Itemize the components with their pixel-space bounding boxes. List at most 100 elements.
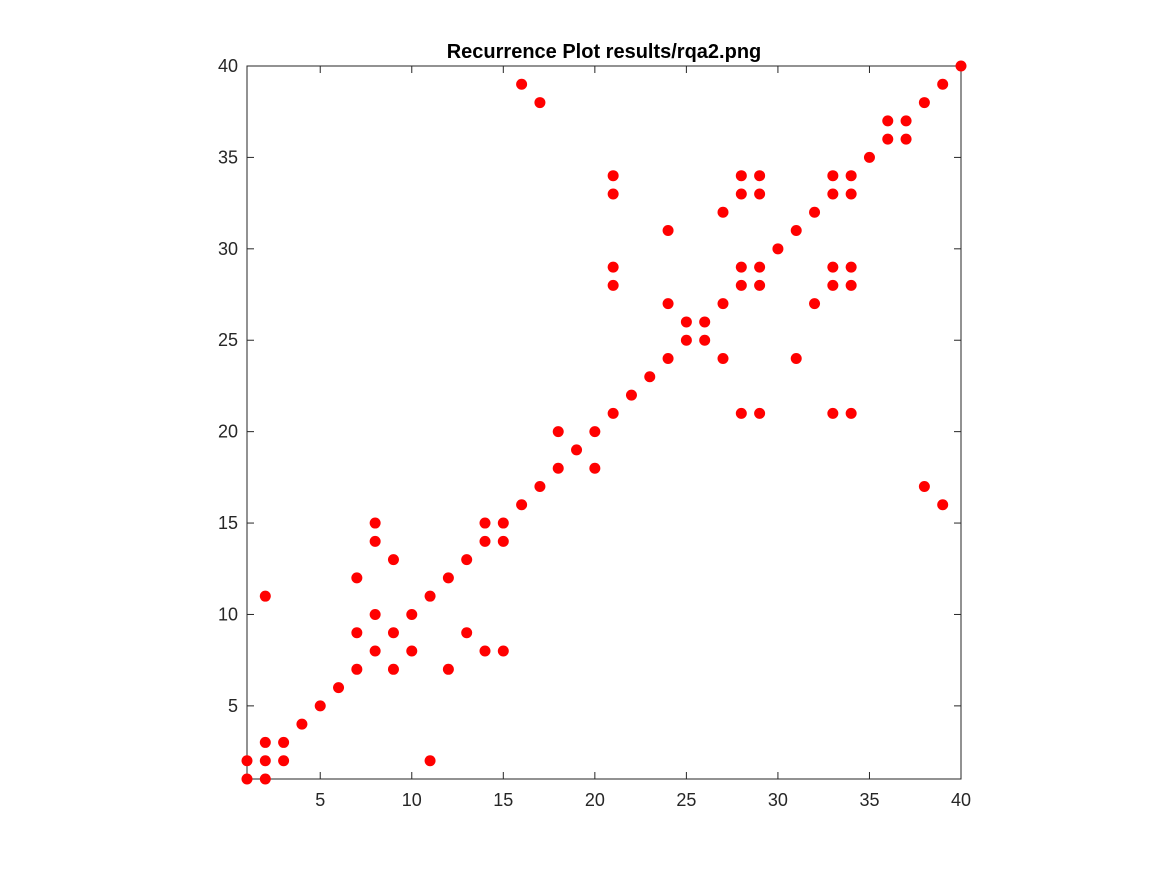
recurrence-point	[699, 316, 711, 328]
recurrence-point	[845, 188, 857, 200]
recurrence-point	[827, 279, 839, 291]
recurrence-point	[369, 517, 381, 529]
recurrence-point	[516, 78, 528, 90]
recurrence-point	[717, 353, 729, 365]
recurrence-point	[589, 426, 601, 438]
y-tick-label: 40	[218, 56, 238, 76]
recurrence-point	[479, 535, 491, 547]
recurrence-point	[754, 170, 766, 182]
x-tick-label: 10	[402, 790, 422, 810]
x-tick-label: 40	[951, 790, 971, 810]
recurrence-point	[406, 645, 418, 657]
recurrence-point	[241, 773, 253, 785]
recurrence-point	[607, 188, 619, 200]
recurrence-point	[882, 133, 894, 145]
recurrence-point	[937, 78, 949, 90]
recurrence-point	[845, 407, 857, 419]
recurrence-point	[827, 188, 839, 200]
recurrence-point	[827, 170, 839, 182]
recurrence-point	[955, 60, 967, 72]
recurrence-point	[790, 353, 802, 365]
y-tick-label: 10	[218, 604, 238, 624]
recurrence-point	[369, 535, 381, 547]
recurrence-point	[699, 334, 711, 346]
recurrence-point	[845, 170, 857, 182]
y-tick-label: 15	[218, 513, 238, 533]
recurrence-point	[754, 279, 766, 291]
recurrence-point	[461, 554, 473, 566]
recurrence-point	[845, 279, 857, 291]
recurrence-point	[937, 499, 949, 511]
recurrence-point	[442, 572, 454, 584]
recurrence-point	[827, 261, 839, 273]
y-tick-label: 20	[218, 422, 238, 442]
x-tick-label: 20	[585, 790, 605, 810]
recurrence-point	[333, 682, 345, 694]
recurrence-point	[680, 316, 692, 328]
x-tick-label: 25	[676, 790, 696, 810]
recurrence-point	[479, 645, 491, 657]
recurrence-point	[259, 755, 271, 767]
x-tick-label: 35	[859, 790, 879, 810]
recurrence-point	[772, 243, 784, 255]
recurrence-point	[717, 206, 729, 218]
recurrence-point	[534, 480, 546, 492]
recurrence-point	[497, 517, 509, 529]
recurrence-point	[754, 407, 766, 419]
recurrence-point	[589, 462, 601, 474]
recurrence-point	[406, 608, 418, 620]
recurrence-point	[607, 261, 619, 273]
x-tick-label: 5	[315, 790, 325, 810]
recurrence-point	[863, 151, 875, 163]
recurrence-point	[809, 298, 821, 310]
recurrence-point	[735, 188, 747, 200]
recurrence-point	[918, 480, 930, 492]
recurrence-point	[900, 133, 912, 145]
recurrence-point	[918, 97, 930, 109]
recurrence-point	[259, 773, 271, 785]
recurrence-point	[351, 663, 363, 675]
recurrence-point	[278, 755, 290, 767]
recurrence-point	[625, 389, 637, 401]
recurrence-point	[882, 115, 894, 127]
recurrence-point	[314, 700, 326, 712]
recurrence-point	[662, 298, 674, 310]
recurrence-point	[387, 663, 399, 675]
y-tick-label: 35	[218, 147, 238, 167]
recurrence-point	[827, 407, 839, 419]
recurrence-point	[790, 225, 802, 237]
x-tick-label: 30	[768, 790, 788, 810]
recurrence-point	[845, 261, 857, 273]
recurrence-point	[607, 407, 619, 419]
recurrence-point	[442, 663, 454, 675]
recurrence-point	[754, 188, 766, 200]
recurrence-point	[241, 755, 253, 767]
recurrence-point	[516, 499, 528, 511]
recurrence-point	[662, 225, 674, 237]
recurrence-point	[278, 736, 290, 748]
recurrence-point	[607, 170, 619, 182]
recurrence-point	[552, 426, 564, 438]
recurrence-point	[497, 645, 509, 657]
recurrence-point	[259, 736, 271, 748]
recurrence-point	[369, 608, 381, 620]
x-axis: 5 10 15 20 25 30 35 40	[315, 66, 971, 810]
x-tick-label: 15	[493, 790, 513, 810]
recurrence-point	[735, 170, 747, 182]
recurrence-point	[479, 517, 491, 529]
recurrence-point	[351, 627, 363, 639]
recurrence-point	[754, 261, 766, 273]
recurrence-point	[735, 261, 747, 273]
recurrence-point	[351, 572, 363, 584]
recurrence-point	[735, 407, 747, 419]
recurrence-point	[552, 462, 564, 474]
axes-frame	[246, 65, 962, 780]
recurrence-point	[680, 334, 692, 346]
recurrence-point	[534, 97, 546, 109]
y-tick-label: 25	[218, 330, 238, 350]
recurrence-point	[424, 755, 436, 767]
y-tick-label: 30	[218, 239, 238, 259]
recurrence-point	[900, 115, 912, 127]
recurrence-point	[607, 279, 619, 291]
recurrence-point	[461, 627, 473, 639]
